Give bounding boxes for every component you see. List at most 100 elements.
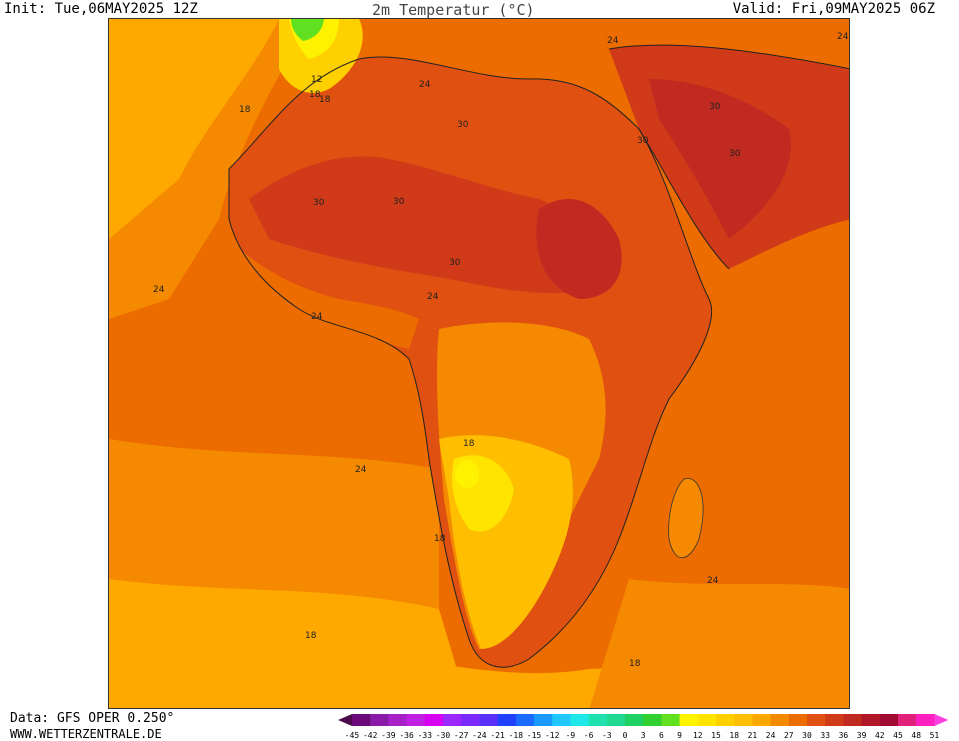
map-canvas: 30 30 30 30 30 30 30 24 24 24 24 24 24 2… [109, 19, 849, 708]
contour-label: 30 [313, 198, 325, 208]
contour-label: 18 [305, 631, 317, 641]
legend-swatch [370, 714, 389, 726]
legend-tick-label: 6 [659, 731, 664, 740]
contour-label: 24 [311, 312, 323, 322]
legend-arrow-right [934, 714, 949, 726]
contour-label: 18 [463, 439, 475, 449]
legend-swatch [625, 714, 644, 726]
legend-tick-label: -6 [584, 731, 594, 740]
legend-swatch [661, 714, 681, 726]
contour-label: 24 [419, 80, 431, 90]
contour-label: 24 [707, 576, 719, 586]
contour-label: 24 [837, 32, 849, 42]
legend-tick-label: 39 [857, 731, 867, 740]
init-time: Init: Tue,06MAY2025 12Z [4, 1, 198, 17]
legend-tick-label: 45 [893, 731, 903, 740]
contour-label: 12 [311, 75, 322, 85]
south-atlantic-cool [109, 579, 469, 708]
site-credit: WWW.WETTERZENTRALE.DE [10, 727, 162, 741]
south-indian-band [589, 579, 849, 708]
legend-tick-label: 51 [930, 731, 940, 740]
legend-swatch [861, 714, 881, 726]
contour-label: 18 [239, 105, 251, 115]
legend-tick-label: -30 [436, 731, 451, 740]
africa-coastline [228, 56, 713, 668]
color-legend: -45 -42 -39 -36 -33 -30 -27 -24 -21 -18 -15 -12 -9 -6… [338, 714, 949, 740]
legend-swatch [770, 714, 790, 726]
legend-tick-label: -24 [472, 731, 487, 740]
legend-swatch [679, 714, 699, 726]
legend-swatch [807, 714, 826, 726]
legend-tick-label: 12 [693, 731, 703, 740]
contour-label: 30 [457, 120, 469, 130]
arabia-hot-core [649, 79, 791, 239]
legend-tick-label: 36 [839, 731, 849, 740]
legend-swatches [338, 714, 949, 726]
legend-tick-label: -9 [566, 731, 576, 740]
contour-label: 18 [434, 534, 446, 544]
legend-swatch [570, 714, 590, 726]
contour-label: 30 [393, 197, 405, 207]
legend-tick-label: -27 [454, 731, 469, 740]
kalahari-coolest [455, 460, 479, 488]
legend-arrow-left [338, 714, 352, 726]
legend-swatch [879, 714, 899, 726]
legend-tick-label: -21 [490, 731, 505, 740]
legend-tick-label: -15 [527, 731, 542, 740]
legend-tick-label: 30 [802, 731, 812, 740]
legend-swatch [606, 714, 626, 726]
legend-swatch [443, 714, 462, 726]
legend-tick-label: 3 [641, 731, 646, 740]
legend-swatch [461, 714, 480, 726]
legend-tick-label: -3 [602, 731, 612, 740]
valid-time: Valid: Fri,09MAY2025 06Z [732, 1, 935, 17]
legend-tick-label: -12 [545, 731, 560, 740]
legend-tick-label: 9 [677, 731, 682, 740]
contour-label: 24 [607, 36, 619, 46]
contour-label: 18 [319, 95, 331, 105]
legend-tick-label: 33 [820, 731, 830, 740]
contour-label: 30 [729, 149, 741, 159]
data-source: Data: GFS OPER 0.250° [10, 711, 175, 726]
temperature-map: 30 30 30 30 30 30 30 24 24 24 24 24 24 2… [108, 18, 850, 709]
legend-swatch [843, 714, 863, 726]
legend-ticks: -45 -42 -39 -36 -33 -30 -27 -24 -21 -18 -15 -12 -9 -6… [345, 731, 940, 740]
map-title: 2m Temperatur (°C) [372, 1, 535, 19]
contour-label: 24 [153, 285, 165, 295]
legend-swatch [734, 714, 753, 726]
legend-tick-label: -45 [345, 731, 360, 740]
legend-swatch [916, 714, 935, 726]
contour-label: 24 [427, 292, 439, 302]
legend-tick-label: -18 [509, 731, 524, 740]
legend-tick-label: 24 [766, 731, 776, 740]
legend-swatch [515, 714, 535, 726]
madagascar [668, 477, 704, 558]
legend-swatch [388, 714, 408, 726]
contour-label: 24 [355, 465, 367, 475]
legend-swatch [643, 714, 662, 726]
legend-tick-label: 21 [748, 731, 758, 740]
contour-label: 30 [637, 136, 649, 146]
legend-swatch [716, 714, 735, 726]
atlas-cold-spot [291, 19, 324, 41]
legend-swatch [497, 714, 517, 726]
legend-tick-label: 15 [711, 731, 721, 740]
contour-label: 30 [709, 102, 721, 112]
legend-swatch [588, 714, 608, 726]
legend-swatch [406, 714, 426, 726]
legend-tick-label: 0 [623, 731, 628, 740]
north-atlantic-cool [109, 19, 279, 239]
legend-tick-label: 42 [875, 731, 885, 740]
contour-label: 18 [309, 90, 321, 100]
legend-swatch [697, 714, 717, 726]
legend-swatch [825, 714, 844, 726]
legend-swatch [479, 714, 499, 726]
legend-swatch [752, 714, 772, 726]
legend-tick-label: -39 [381, 731, 396, 740]
legend-swatch [534, 714, 553, 726]
west-africa-coast [229, 239, 419, 349]
contour-label: 18 [629, 659, 641, 669]
legend-tick-label: -36 [399, 731, 414, 740]
legend-swatch [898, 714, 917, 726]
legend-swatch [552, 714, 571, 726]
